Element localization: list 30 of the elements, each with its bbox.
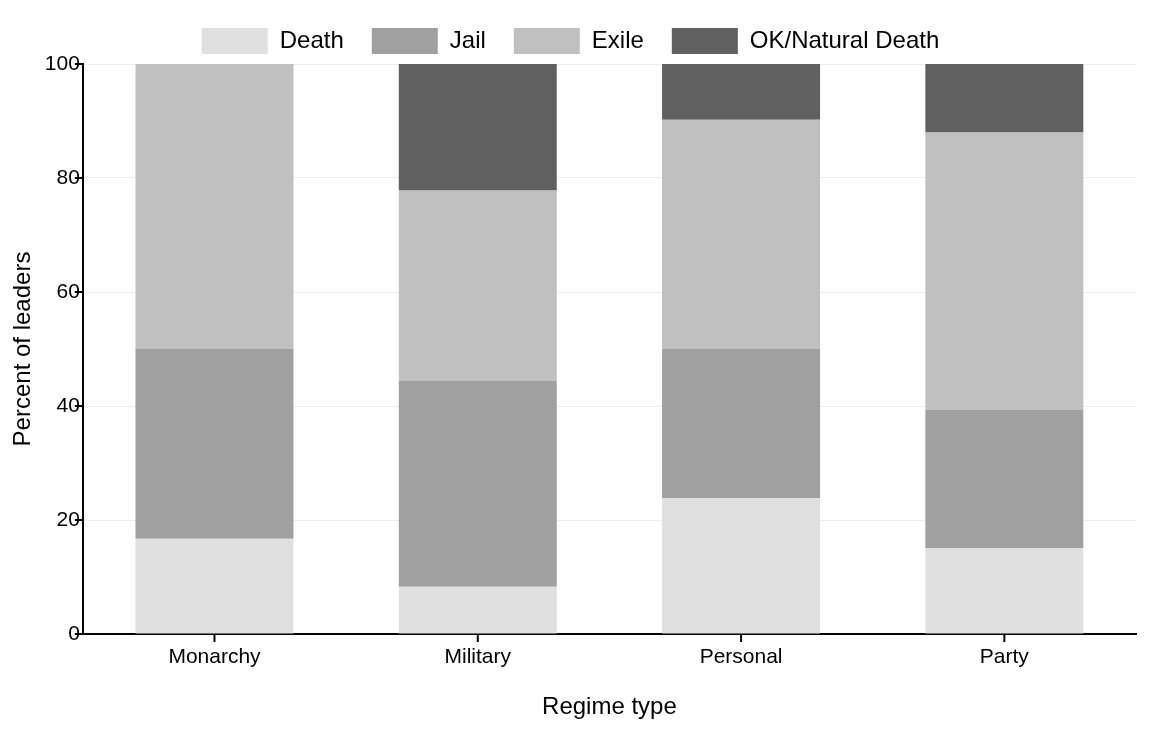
legend-label: Exile: [591, 25, 644, 53]
bar: [398, 380, 557, 587]
y-axis-title: Percent of leaders: [8, 251, 36, 447]
bar: [925, 64, 1084, 133]
y-tick-label: 100: [44, 50, 80, 74]
bar: [662, 119, 821, 349]
y-tick-label: 80: [56, 164, 80, 188]
x-tick-label: Party: [979, 644, 1030, 668]
bar: [135, 349, 294, 539]
bar: [398, 586, 557, 634]
bar: [662, 498, 821, 634]
x-axis-title: Regime type: [542, 692, 677, 720]
legend-label: Death: [279, 25, 344, 53]
bar: [135, 64, 294, 349]
bar: [662, 64, 821, 120]
bar: [662, 349, 821, 499]
bar: [925, 409, 1084, 548]
bar: [398, 190, 557, 381]
bar: [925, 547, 1084, 634]
bar: [925, 132, 1084, 410]
y-tick-label: 40: [56, 392, 80, 416]
legend-label: Jail: [449, 25, 486, 53]
legend-label: OK/Natural Death: [749, 25, 940, 53]
x-tick-label: Military: [444, 644, 512, 668]
bar: [398, 64, 557, 191]
y-tick-label: 20: [56, 506, 80, 530]
bar: [135, 538, 294, 634]
x-tick-label: Personal: [699, 644, 783, 668]
x-tick-label: Monarchy: [168, 644, 262, 668]
y-tick-label: 60: [56, 278, 80, 302]
